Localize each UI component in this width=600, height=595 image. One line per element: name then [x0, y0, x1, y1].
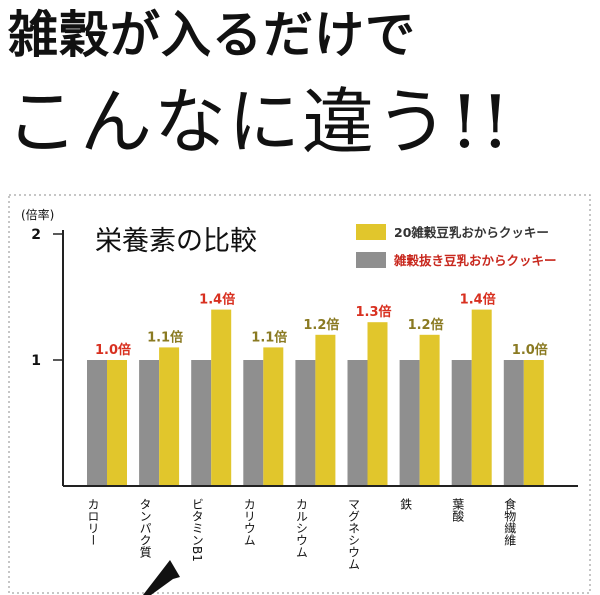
bar-without-grains — [87, 360, 107, 486]
category-label: カルシウム — [294, 498, 308, 558]
bars — [87, 309, 544, 486]
bar-without-grains — [399, 360, 420, 486]
bar-with-20-grains — [211, 309, 232, 486]
bar-value-label: 1.2倍 — [303, 317, 339, 333]
bar-value-label: 1.2倍 — [408, 317, 444, 333]
bar-without-grains — [347, 360, 368, 486]
x-axis-categories: カロリー タンパク質 ビタミンB1 カリウム カルシウム マグネシウム 鉄 葉酸 食物繊維 — [86, 497, 517, 570]
headline-line1: 雑穀が入るだけで — [8, 6, 416, 64]
bar-with-20-grains — [107, 360, 127, 486]
bar-without-grains — [295, 360, 316, 486]
y-axis: 12 — [31, 227, 578, 487]
chart-frame — [8, 194, 591, 594]
bar-value-label: 1.1倍 — [147, 329, 183, 345]
bar-without-grains — [139, 360, 160, 486]
bar-value-label: 1.3倍 — [355, 304, 391, 320]
category-label: マグネシウム — [347, 498, 361, 570]
bar-with-20-grains — [315, 334, 336, 486]
bar-value-label: 1.1倍 — [251, 329, 287, 345]
legend-swatch — [356, 224, 386, 240]
data-labels: 1.0倍 1.1倍 1.4倍 1.1倍 1.2倍 1.3倍 1.2倍 1.4倍 1.0倍 — [95, 292, 548, 358]
bar-with-20-grains — [471, 309, 492, 486]
category-label: カロリー — [86, 498, 100, 546]
bar-with-20-grains — [263, 347, 284, 486]
category-label: 食物繊維 — [503, 497, 517, 546]
bar-without-grains — [243, 360, 264, 486]
bar-with-20-grains — [367, 322, 388, 486]
pointer-arrow — [143, 560, 180, 595]
category-label: ビタミンB1 — [190, 498, 204, 562]
bar-value-label: 1.0倍 — [95, 342, 131, 358]
y-tick-label: 2 — [31, 227, 41, 243]
bar-value-label: 1.4倍 — [199, 292, 235, 308]
bar-without-grains — [503, 360, 524, 486]
category-label: カリウム — [242, 498, 256, 546]
category-label: 鉄 — [399, 497, 413, 510]
bar-value-label: 1.0倍 — [512, 342, 548, 358]
category-label: 葉酸 — [451, 498, 465, 522]
headline-line2: こんなに違う!! — [6, 80, 512, 164]
bar-without-grains — [191, 360, 212, 486]
chart-title: 栄養素の比較 — [95, 226, 257, 257]
bar-with-20-grains — [159, 347, 180, 486]
bar-with-20-grains — [419, 334, 440, 486]
bar-value-label: 1.4倍 — [460, 292, 496, 308]
legend-swatch — [356, 252, 386, 268]
category-label: タンパク質 — [138, 498, 152, 559]
bar-without-grains — [451, 360, 472, 486]
y-axis-unit-label: (倍率) — [21, 207, 54, 222]
y-tick-label: 1 — [31, 353, 41, 369]
legend-label: 雑穀抜き豆乳おからクッキー — [393, 253, 557, 268]
bar-with-20-grains — [523, 360, 544, 486]
legend-label: 20雑穀豆乳おからクッキー — [394, 225, 549, 240]
